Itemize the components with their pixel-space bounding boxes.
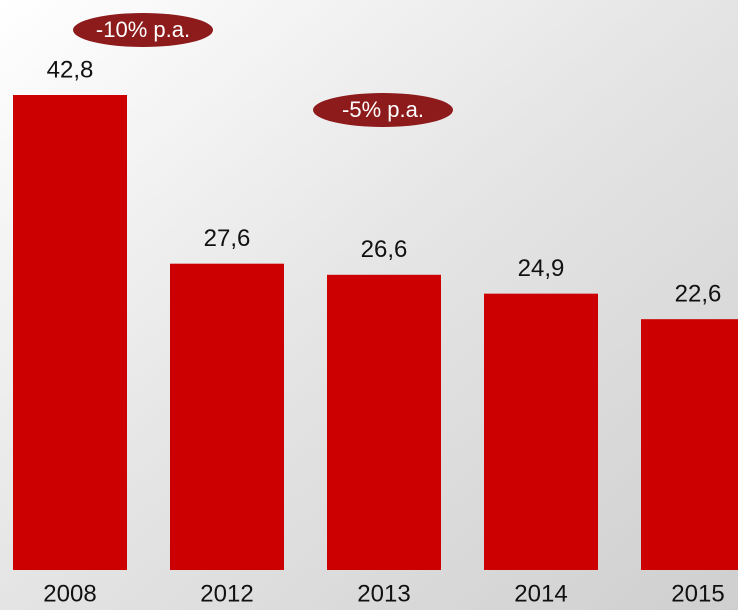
annotation: -5% p.a. (342, 97, 424, 122)
value-label: 26,6 (361, 236, 408, 263)
value-label: 27,6 (204, 225, 251, 252)
x-tick-label: 2008 (43, 580, 96, 607)
bar (13, 95, 127, 570)
bar (484, 293, 598, 570)
x-tick-label: 2014 (514, 580, 567, 607)
annotation-badge (73, 13, 213, 47)
bar (327, 274, 441, 570)
value-label: 42,8 (47, 56, 94, 83)
bar (170, 263, 284, 570)
x-tick-label: 2013 (357, 580, 410, 607)
x-tick-label: 2012 (200, 580, 253, 607)
annotation-badge (313, 93, 453, 127)
value-label: 24,9 (518, 255, 565, 282)
x-tick-label: 2015 (671, 580, 724, 607)
value-label: 22,6 (675, 281, 722, 308)
bar (641, 319, 738, 570)
annotation: -10% p.a. (96, 17, 190, 42)
